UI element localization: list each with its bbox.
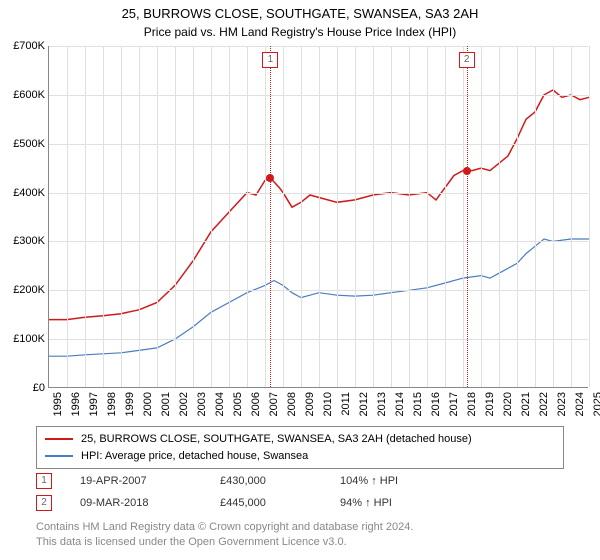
grid-v: [337, 46, 338, 387]
sale-date: 19-APR-2007: [80, 475, 220, 487]
footer-line-2: This data is licensed under the Open Gov…: [36, 535, 413, 550]
plot-area: 12: [48, 46, 588, 388]
x-tick-label: 2016: [430, 392, 442, 422]
chart-subtitle: Price paid vs. HM Land Registry's House …: [0, 23, 600, 39]
grid-v: [103, 46, 104, 387]
grid-v: [571, 46, 572, 387]
grid-v: [373, 46, 374, 387]
x-tick-label: 2009: [304, 392, 316, 422]
y-tick-label: £100K: [3, 333, 45, 345]
x-tick-label: 1998: [106, 392, 118, 422]
x-tick-label: 2025: [592, 392, 600, 422]
y-tick-label: £700K: [3, 40, 45, 52]
sale-marker-line: [467, 46, 468, 387]
y-tick-label: £500K: [3, 138, 45, 150]
grid-v: [193, 46, 194, 387]
y-tick-label: £200K: [3, 284, 45, 296]
x-tick-label: 2002: [178, 392, 190, 422]
sale-hpi: 104% ↑ HPI: [340, 475, 440, 487]
footer-line-1: Contains HM Land Registry data © Crown c…: [36, 520, 413, 535]
x-tick-label: 2000: [142, 392, 154, 422]
x-tick-label: 1999: [124, 392, 136, 422]
grid-v: [67, 46, 68, 387]
y-tick-label: £600K: [3, 89, 45, 101]
x-tick-label: 2006: [250, 392, 262, 422]
grid-v: [355, 46, 356, 387]
grid-v: [211, 46, 212, 387]
sales-table: 1 19-APR-2007£430,000104% ↑ HPI 2 09-MAR-20…: [36, 470, 440, 514]
grid-v: [553, 46, 554, 387]
x-tick-label: 2018: [466, 392, 478, 422]
y-tick-label: £0: [3, 382, 45, 394]
sale-date: 09-MAR-2018: [80, 497, 220, 509]
x-tick-label: 2005: [232, 392, 244, 422]
grid-v: [463, 46, 464, 387]
legend-label: HPI: Average price, detached house, Swan…: [81, 448, 308, 465]
grid-v: [139, 46, 140, 387]
grid-v: [535, 46, 536, 387]
x-tick-label: 1997: [88, 392, 100, 422]
grid-v: [265, 46, 266, 387]
grid-v: [85, 46, 86, 387]
sale-index-badge: 1: [36, 473, 52, 489]
x-tick-label: 2013: [376, 392, 388, 422]
legend-swatch: [45, 438, 73, 440]
grid-v: [499, 46, 500, 387]
grid-v: [427, 46, 428, 387]
x-tick-label: 2001: [160, 392, 172, 422]
sale-row: 1 19-APR-2007£430,000104% ↑ HPI: [36, 470, 440, 492]
legend: 25, BURROWS CLOSE, SOUTHGATE, SWANSEA, S…: [36, 426, 564, 469]
grid-v: [157, 46, 158, 387]
sale-index-badge: 2: [36, 495, 52, 511]
legend-label: 25, BURROWS CLOSE, SOUTHGATE, SWANSEA, S…: [81, 431, 472, 448]
legend-item: HPI: Average price, detached house, Swan…: [45, 448, 555, 465]
x-tick-label: 2015: [412, 392, 424, 422]
x-tick-label: 2011: [340, 392, 352, 422]
y-tick-label: £300K: [3, 235, 45, 247]
sale-marker-line: [270, 46, 271, 387]
x-tick-label: 2019: [484, 392, 496, 422]
sale-row: 2 09-MAR-2018£445,00094% ↑ HPI: [36, 492, 440, 514]
chart-title: 25, BURROWS CLOSE, SOUTHGATE, SWANSEA, S…: [0, 0, 600, 23]
grid-v: [283, 46, 284, 387]
x-tick-label: 2022: [538, 392, 550, 422]
grid-v: [481, 46, 482, 387]
attribution-footer: Contains HM Land Registry data © Crown c…: [36, 520, 413, 550]
x-tick-label: 2024: [574, 392, 586, 422]
grid-v: [301, 46, 302, 387]
sale-hpi: 94% ↑ HPI: [340, 497, 440, 509]
x-tick-label: 1995: [52, 392, 64, 422]
x-tick-label: 2017: [448, 392, 460, 422]
x-tick-label: 2007: [268, 392, 280, 422]
grid-v: [409, 46, 410, 387]
x-tick-label: 2008: [286, 392, 298, 422]
sale-price: £430,000: [220, 475, 340, 487]
legend-item: 25, BURROWS CLOSE, SOUTHGATE, SWANSEA, S…: [45, 431, 555, 448]
x-tick-label: 2010: [322, 392, 334, 422]
grid-v: [121, 46, 122, 387]
x-tick-label: 1996: [70, 392, 82, 422]
sale-marker-badge: 1: [262, 52, 278, 68]
x-tick-label: 2014: [394, 392, 406, 422]
chart-container: 25, BURROWS CLOSE, SOUTHGATE, SWANSEA, S…: [0, 0, 600, 560]
grid-v: [589, 46, 590, 387]
x-tick-label: 2003: [196, 392, 208, 422]
x-tick-label: 2012: [358, 392, 370, 422]
legend-swatch: [45, 455, 73, 457]
x-tick-label: 2023: [556, 392, 568, 422]
grid-v: [445, 46, 446, 387]
sale-marker-badge: 2: [459, 52, 475, 68]
grid-v: [175, 46, 176, 387]
x-tick-label: 2004: [214, 392, 226, 422]
grid-v: [247, 46, 248, 387]
sale-marker-dot: [463, 167, 471, 175]
grid-v: [229, 46, 230, 387]
x-tick-label: 2021: [520, 392, 532, 422]
grid-v: [391, 46, 392, 387]
y-tick-label: £400K: [3, 187, 45, 199]
grid-v: [319, 46, 320, 387]
grid-v: [517, 46, 518, 387]
sale-price: £445,000: [220, 497, 340, 509]
x-tick-label: 2020: [502, 392, 514, 422]
